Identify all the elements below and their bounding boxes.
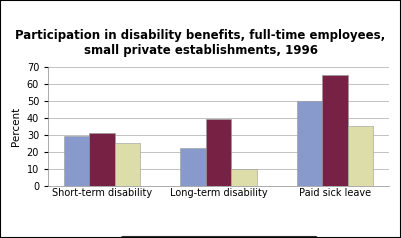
Y-axis label: Percent: Percent — [11, 107, 21, 146]
Text: Participation in disability benefits, full-time employees,
small private establi: Participation in disability benefits, fu… — [15, 29, 386, 57]
Legend: All, White collar, Blue collar: All, White collar, Blue collar — [121, 236, 316, 238]
Bar — [322, 75, 348, 186]
Bar — [180, 148, 206, 186]
Bar — [89, 133, 115, 186]
Bar — [115, 143, 140, 186]
Bar — [206, 119, 231, 186]
Bar — [297, 101, 322, 186]
Bar — [64, 136, 89, 186]
Bar — [231, 169, 257, 186]
Bar — [348, 126, 373, 186]
